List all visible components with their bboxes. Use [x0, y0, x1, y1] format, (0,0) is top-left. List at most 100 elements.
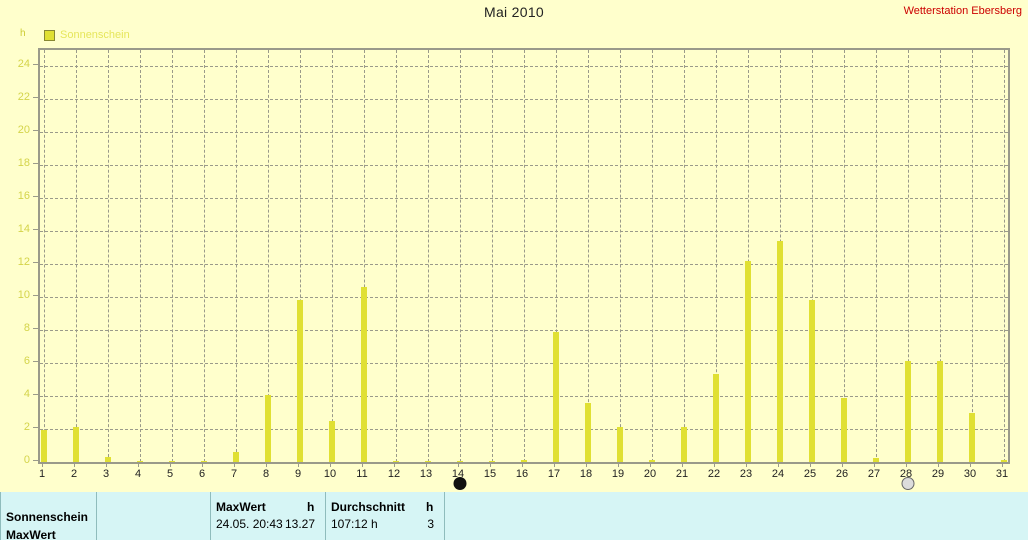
x-axis-tick [522, 462, 523, 467]
x-axis-tick [938, 462, 939, 467]
table-column-header: MaxWert [216, 500, 266, 514]
x-axis-tick-label: 18 [579, 468, 593, 480]
y-axis-tick-label: 0 [23, 454, 30, 466]
x-axis-tick [586, 462, 587, 467]
info-row-label-cut: MaxWert [6, 528, 56, 540]
chart-bar [169, 460, 175, 462]
chart-bar [745, 260, 751, 462]
chart-bar [265, 395, 271, 462]
plot-area [38, 48, 1010, 464]
gridline-vertical [1004, 50, 1005, 462]
x-axis-tick-label: 12 [387, 468, 401, 480]
chart-bar [393, 460, 399, 462]
table-cell-value-right: 3 [427, 517, 434, 531]
gridline-vertical [172, 50, 173, 462]
x-axis-tick [906, 462, 907, 467]
x-axis-tick-label: 20 [643, 468, 657, 480]
gridline-vertical [364, 50, 365, 462]
y-axis-tick-label: 2 [23, 421, 30, 434]
chart-bar [777, 241, 783, 462]
chart-bar [489, 460, 495, 462]
gridline-vertical [652, 50, 653, 462]
x-axis-tick [426, 462, 427, 467]
chart-bar [457, 460, 463, 462]
chart-bar [361, 287, 367, 462]
y-axis-tick-label: 22 [17, 91, 30, 104]
gridline-vertical [300, 50, 301, 462]
gridline-vertical [588, 50, 589, 462]
station-label: Wetterstation Ebersberg [903, 5, 1022, 17]
x-axis-tick [74, 462, 75, 467]
chart-bar [809, 299, 815, 462]
legend-swatch-sonnenschein [44, 29, 55, 41]
x-axis-tick [202, 462, 203, 467]
y-axis-tick [33, 394, 38, 396]
y-axis-tick-label: 14 [17, 223, 30, 236]
gridline-vertical [524, 50, 525, 462]
x-axis-tick [842, 462, 843, 467]
x-axis-tick-label: 22 [707, 468, 721, 480]
info-panel: Sonnenschein MaxWert MaxWert h 24.05. 20:4… [0, 492, 1028, 540]
x-axis-tick-label: 6 [198, 468, 206, 480]
page-title: Mai 2010 [484, 4, 544, 20]
y-axis-tick [33, 262, 38, 264]
x-axis-tick [874, 462, 875, 467]
chart-bar [841, 397, 847, 462]
y-axis: 0 2 4 6 8 10 12 14 16 18 20 22 24 [0, 48, 38, 466]
y-axis-tick-label: 10 [17, 289, 30, 302]
x-axis-tick-label: 17 [547, 468, 561, 480]
chart-bar [41, 429, 47, 462]
info-row-label: Sonnenschein [6, 510, 89, 524]
x-axis-tick-label: 7 [230, 468, 238, 480]
x-axis-tick-label: 29 [931, 468, 945, 480]
x-axis-tick [746, 462, 747, 467]
chart-bar [201, 460, 207, 462]
chart-bar [1001, 460, 1007, 462]
gridline-vertical [940, 50, 941, 462]
y-axis-tick [33, 460, 38, 461]
y-axis-tick [33, 427, 38, 429]
y-axis-tick [33, 229, 38, 231]
x-axis-tick-label: 16 [515, 468, 529, 480]
chart-legend: Sonnenschein [44, 29, 130, 41]
y-axis-tick-label: 20 [17, 124, 30, 137]
y-axis-tick [33, 64, 38, 66]
full-moon-icon [901, 477, 915, 490]
chart-bar [873, 457, 879, 462]
gridline-vertical [908, 50, 909, 462]
gridline-vertical [428, 50, 429, 462]
table-column-header: Durchschnitt [331, 500, 406, 514]
gridline-vertical [556, 50, 557, 462]
y-axis-tick [33, 196, 38, 198]
table-cell-value: 24.05. 20:43 [216, 517, 283, 531]
gridline-vertical [812, 50, 813, 462]
x-axis-tick-label: 24 [771, 468, 785, 480]
x-axis-tick-label: 1 [38, 468, 46, 480]
gridline-vertical [492, 50, 493, 462]
table-cell-divider [96, 492, 97, 540]
y-axis-unit-label: h [20, 28, 26, 39]
gridline-vertical [620, 50, 621, 462]
y-axis-tick-label: 8 [23, 322, 30, 335]
x-axis-tick [266, 462, 267, 467]
chart-region: Mai 2010 Wetterstation Ebersberg h Sonne… [0, 4, 1022, 490]
x-axis-tick-label: 11 [356, 468, 368, 480]
x-axis-tick [234, 462, 235, 467]
x-axis-tick [138, 462, 139, 467]
chart-bar [553, 331, 559, 462]
gridline-vertical [204, 50, 205, 462]
gridline-vertical [140, 50, 141, 462]
table-cell-divider [210, 492, 211, 540]
y-axis-tick [33, 130, 38, 132]
x-axis-tick [714, 462, 715, 467]
x-axis-tick [682, 462, 683, 467]
x-axis-tick-label: 25 [803, 468, 817, 480]
x-axis-tick [778, 462, 779, 467]
info-table: Sonnenschein MaxWert MaxWert h 24.05. 20:4… [0, 492, 445, 540]
gridline-vertical [268, 50, 269, 462]
gridline-vertical [236, 50, 237, 462]
y-axis-tick [33, 361, 38, 363]
y-axis-tick [33, 328, 38, 330]
chart-bar [617, 426, 623, 462]
